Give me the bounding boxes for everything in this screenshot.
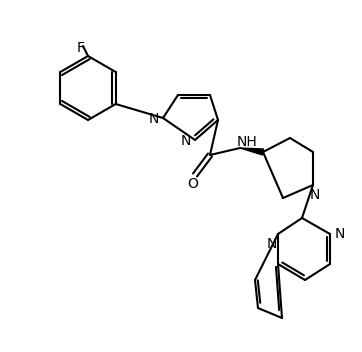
Polygon shape (240, 148, 264, 155)
Text: N: N (181, 134, 191, 148)
Text: F: F (77, 41, 85, 55)
Text: NH: NH (237, 135, 257, 149)
Text: N: N (335, 227, 345, 241)
Text: N: N (310, 188, 320, 202)
Text: N: N (267, 237, 277, 251)
Text: N: N (149, 112, 159, 126)
Text: O: O (188, 177, 198, 191)
